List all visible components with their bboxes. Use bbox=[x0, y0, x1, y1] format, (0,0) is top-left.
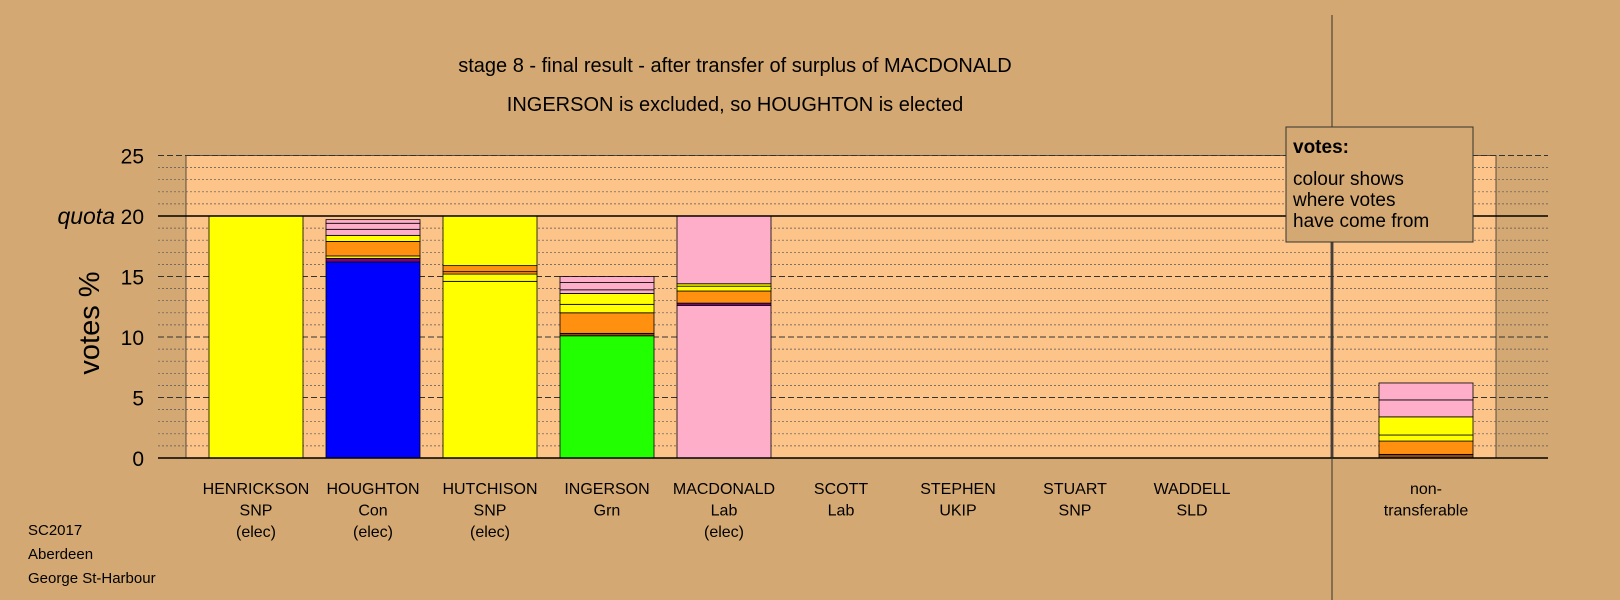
category-label-hutchison: SNP bbox=[474, 503, 507, 520]
category-label-nontransferable: transferable bbox=[1384, 503, 1469, 520]
legend-line-2: where votes bbox=[1292, 190, 1395, 211]
bar-macdonald-segment bbox=[676, 290, 772, 304]
category-label-stuart: STUART bbox=[1043, 481, 1107, 498]
y-tick-label: 15 bbox=[121, 267, 144, 290]
bar-hutchison-segment bbox=[442, 280, 538, 459]
category-label-houghton: HOUGHTON bbox=[326, 481, 419, 498]
category-label-hutchison: HUTCHISON bbox=[442, 481, 537, 498]
category-label-macdonald: (elec) bbox=[704, 524, 744, 541]
bar-houghton-segment bbox=[325, 219, 421, 224]
bar-hutchison-segment bbox=[442, 215, 538, 267]
legend-heading: votes: bbox=[1293, 137, 1349, 158]
footer-election: SC2017 bbox=[28, 522, 82, 539]
bar-nontransferable-segment bbox=[1378, 434, 1474, 442]
category-label-macdonald: Lab bbox=[711, 503, 738, 520]
category-label-henrickson: SNP bbox=[240, 503, 273, 520]
y-tick-label: 10 bbox=[121, 327, 144, 350]
bar-ingerson-segment bbox=[559, 312, 655, 334]
y-tick-label: 5 bbox=[132, 388, 144, 411]
bar-hutchison-segment bbox=[442, 273, 538, 282]
y-tick-label: 0 bbox=[132, 448, 144, 471]
chart-subtitle: INGERSON is excluded, so HOUGHTON is ele… bbox=[507, 94, 963, 116]
category-label-scott: Lab bbox=[828, 503, 855, 520]
category-label-henrickson: HENRICKSON bbox=[203, 481, 310, 498]
bar-ingerson-segment bbox=[559, 289, 655, 294]
legend-frame bbox=[1285, 126, 1474, 243]
category-label-ingerson: Grn bbox=[594, 503, 621, 520]
bar-macdonald-segment bbox=[676, 285, 772, 292]
bar-macdonald-segment bbox=[676, 305, 772, 459]
legend-line-1: colour shows bbox=[1293, 169, 1404, 190]
bar-ingerson-segment bbox=[559, 276, 655, 283]
bar-henrickson-segment bbox=[208, 215, 304, 459]
category-label-hutchison: (elec) bbox=[470, 524, 510, 541]
bar-houghton-segment bbox=[325, 257, 421, 263]
bar-houghton-segment bbox=[325, 222, 421, 230]
legend-box: votes: colour shows where votes have com… bbox=[1285, 126, 1474, 243]
chart-title: stage 8 - final result - after transfer … bbox=[458, 55, 1012, 77]
bar-ingerson-segment bbox=[559, 303, 655, 314]
category-label-houghton: (elec) bbox=[353, 524, 393, 541]
y-axis-label: votes % bbox=[74, 271, 106, 374]
bar-houghton-segment bbox=[325, 228, 421, 236]
bar-nontransferable-segment bbox=[1378, 382, 1474, 401]
legend-line-3: have come from bbox=[1293, 211, 1429, 232]
category-label-stephen: STEPHEN bbox=[920, 481, 996, 498]
footer-ward: George St-Harbour bbox=[28, 570, 156, 587]
category-label-macdonald: MACDONALD bbox=[673, 481, 775, 498]
category-label-stephen: UKIP bbox=[939, 503, 976, 520]
y-tick-label: 25 bbox=[121, 146, 144, 169]
bar-ingerson-segment bbox=[559, 282, 655, 291]
bar-macdonald-segment bbox=[676, 215, 772, 285]
category-label-henrickson: (elec) bbox=[236, 524, 276, 541]
category-label-scott: SCOTT bbox=[814, 481, 868, 498]
bar-hutchison-segment bbox=[442, 265, 538, 273]
bar-nontransferable-segment bbox=[1378, 399, 1474, 418]
bar-ingerson-segment bbox=[559, 335, 655, 459]
category-label-houghton: Con bbox=[358, 503, 387, 520]
category-label-ingerson: INGERSON bbox=[564, 481, 649, 498]
bar-ingerson-segment bbox=[559, 293, 655, 305]
category-label-waddell: WADDELL bbox=[1154, 481, 1231, 498]
footer-council: Aberdeen bbox=[28, 546, 93, 563]
bar-houghton-segment bbox=[325, 241, 421, 257]
bar-nontransferable-segment bbox=[1378, 440, 1474, 455]
category-label-nontransferable: non- bbox=[1410, 481, 1442, 498]
bar-nontransferable-segment bbox=[1378, 416, 1474, 436]
category-label-stuart: SNP bbox=[1059, 503, 1092, 520]
y-tick-label: 20 bbox=[121, 206, 144, 229]
bar-houghton-segment bbox=[325, 234, 421, 242]
bar-houghton-segment bbox=[325, 261, 421, 459]
quota-label: quota bbox=[57, 203, 115, 229]
category-label-waddell: SLD bbox=[1176, 503, 1207, 520]
